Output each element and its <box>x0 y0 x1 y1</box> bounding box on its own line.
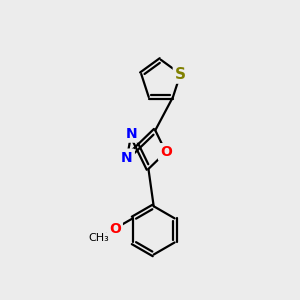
Text: O: O <box>109 222 121 236</box>
Text: CH₃: CH₃ <box>88 233 109 243</box>
Text: N: N <box>121 151 133 165</box>
Text: O: O <box>160 145 172 159</box>
Text: N: N <box>125 127 137 141</box>
Text: S: S <box>175 67 186 82</box>
